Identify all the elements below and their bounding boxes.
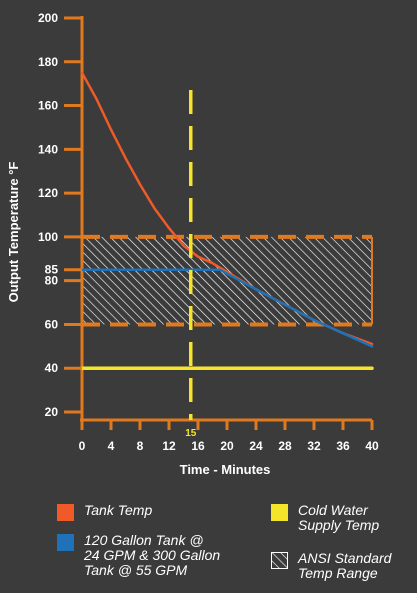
y-tick-label: 20 xyxy=(45,405,59,419)
y-tick-label: 85 xyxy=(45,263,59,277)
y-tick-label: 120 xyxy=(38,186,58,200)
x-tick-label: 0 xyxy=(79,439,86,453)
x-axis-title: Time - Minutes xyxy=(180,462,271,477)
y-tick-label: 80 xyxy=(45,274,59,288)
x-tick-label: 40 xyxy=(365,439,379,453)
x-tick-label: 12 xyxy=(162,439,176,453)
x-tick-label: 4 xyxy=(108,439,115,453)
y-tick-label: 140 xyxy=(38,142,58,156)
x-tick-label: 36 xyxy=(336,439,350,453)
y-tick-label: 180 xyxy=(38,55,58,69)
y-tick-label: 100 xyxy=(38,230,58,244)
y-tick-label: 40 xyxy=(45,361,59,375)
x-tick-label: 16 xyxy=(191,439,205,453)
ansi-band xyxy=(82,236,372,325)
x-tick-label: 24 xyxy=(249,439,263,453)
x-tick-label: 20 xyxy=(220,439,234,453)
x-tick-label: 28 xyxy=(278,439,292,453)
y-tick-label: 160 xyxy=(38,99,58,113)
marker-label: 15 xyxy=(185,428,197,439)
y-tick-label: 60 xyxy=(45,317,59,331)
y-axis-title: Output Temperature °F xyxy=(6,162,21,303)
y-tick-label: 200 xyxy=(38,11,58,25)
x-tick-label: 32 xyxy=(307,439,321,453)
gallon-tank-line xyxy=(80,268,374,348)
x-tick-label: 8 xyxy=(137,439,144,453)
